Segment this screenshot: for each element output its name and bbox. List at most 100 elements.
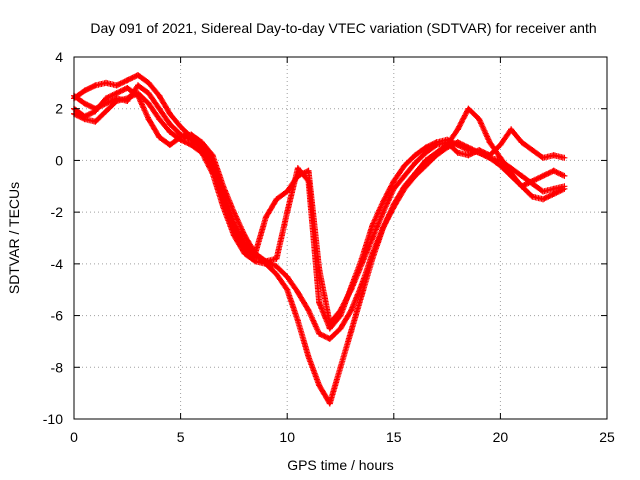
data-point	[508, 126, 515, 133]
data-point	[465, 152, 472, 159]
data-point	[508, 172, 515, 179]
data-point	[497, 141, 504, 148]
data-point	[561, 172, 568, 179]
y-tick-label: 2	[55, 101, 63, 117]
data-point	[348, 284, 355, 291]
data-point	[166, 129, 173, 135]
data-point	[198, 139, 205, 146]
data-point	[124, 85, 131, 91]
data-point	[124, 77, 131, 84]
data-point	[422, 149, 429, 156]
data-point	[369, 255, 376, 262]
data-point	[103, 95, 109, 102]
data-point	[401, 172, 408, 179]
data-point	[81, 100, 88, 107]
data-point	[177, 131, 184, 138]
data-point	[113, 95, 120, 102]
data-point	[81, 113, 88, 120]
data-point	[454, 149, 461, 156]
data-point	[103, 100, 109, 107]
data-point	[135, 72, 141, 79]
data-point	[433, 139, 440, 146]
data-point	[209, 165, 216, 172]
data-point	[241, 232, 248, 239]
data-point	[124, 98, 131, 104]
x-tick-label: 20	[493, 429, 509, 445]
data-point	[550, 185, 557, 192]
data-point	[529, 193, 536, 200]
data-point	[284, 273, 291, 280]
data-point	[348, 307, 355, 314]
data-point	[390, 201, 397, 208]
data-point	[209, 152, 216, 159]
data-point	[316, 330, 323, 337]
data-point	[433, 149, 440, 156]
data-point	[103, 108, 109, 115]
data-point	[166, 121, 173, 128]
y-tick-label: 4	[55, 49, 63, 65]
data-point	[412, 152, 419, 159]
data-point	[380, 198, 387, 205]
y-tick-label: 0	[55, 152, 63, 168]
x-tick-label: 10	[279, 429, 295, 445]
y-tick-label: -6	[51, 308, 64, 324]
data-point	[550, 167, 557, 174]
y-tick-label: -2	[51, 204, 64, 220]
data-point	[337, 325, 344, 332]
data-point	[401, 162, 408, 169]
data-point	[540, 154, 546, 161]
data-point	[166, 141, 173, 148]
data-point	[252, 258, 259, 265]
data-point	[326, 325, 333, 332]
data-point	[81, 87, 88, 94]
data-point	[92, 105, 99, 112]
data-point	[454, 126, 461, 133]
data-point	[305, 167, 312, 174]
data-point	[156, 92, 163, 99]
tick-labels: 0 5 10 15 20 25 -10 -8 -6 -4 -2 0 2 4	[43, 49, 615, 445]
data-point	[486, 139, 493, 146]
chart-title: Day 091 of 2021, Sidereal Day-to-day VTE…	[90, 20, 596, 36]
data-point	[230, 209, 237, 216]
data-point	[518, 139, 525, 146]
data-point	[518, 172, 525, 179]
y-tick-label: -10	[43, 411, 63, 427]
data-point	[156, 116, 163, 123]
data-point	[497, 162, 504, 169]
data-point	[145, 79, 152, 86]
data-point	[454, 141, 461, 148]
data-point	[337, 364, 344, 371]
data-point	[540, 188, 546, 195]
data-point	[337, 312, 344, 319]
data-point	[540, 172, 546, 179]
data-point	[273, 255, 280, 262]
data-point	[316, 382, 323, 389]
plot-frame	[73, 56, 608, 420]
data-point	[284, 209, 291, 216]
grid-lines	[74, 57, 607, 419]
data-point	[497, 154, 504, 161]
data-point	[316, 299, 323, 306]
data-point	[273, 271, 280, 278]
data-point	[241, 250, 248, 257]
data-point	[294, 165, 301, 172]
data-point	[92, 118, 99, 125]
data-series	[71, 72, 568, 407]
data-point	[284, 286, 291, 293]
data-point	[135, 82, 141, 89]
data-point	[145, 116, 152, 123]
data-point	[113, 90, 120, 97]
data-point	[422, 157, 429, 164]
data-point	[326, 400, 333, 407]
data-point	[486, 154, 493, 161]
data-point	[188, 131, 195, 138]
data-point	[177, 123, 184, 130]
data-point	[401, 183, 408, 190]
data-point	[230, 224, 237, 231]
y-tick-label: -4	[51, 256, 64, 272]
y-axis-label: SDTVAR / TECUs	[6, 182, 22, 294]
data-point	[380, 224, 387, 231]
data-point	[444, 136, 451, 143]
